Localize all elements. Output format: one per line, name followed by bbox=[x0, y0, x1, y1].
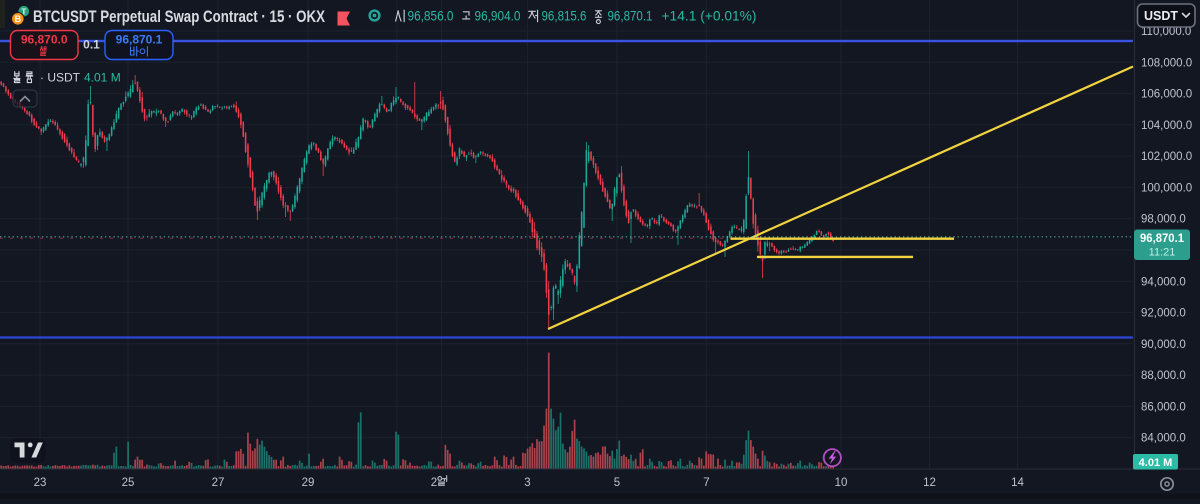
svg-text:23: 23 bbox=[34, 477, 47, 489]
svg-text:100,000.0: 100,000.0 bbox=[1141, 182, 1192, 194]
svg-text:25: 25 bbox=[122, 477, 135, 489]
svg-text:0.1: 0.1 bbox=[83, 38, 100, 52]
svg-text:96,815.6: 96,815.6 bbox=[542, 9, 587, 24]
svg-text:5: 5 bbox=[614, 477, 620, 489]
svg-text:USDT: USDT bbox=[1144, 9, 1178, 23]
svg-text:7: 7 bbox=[703, 477, 709, 489]
svg-text:96,870.0: 96,870.0 bbox=[21, 33, 68, 47]
svg-text:86,000.0: 86,000.0 bbox=[1141, 401, 1186, 413]
svg-text:· USDT: · USDT bbox=[40, 71, 81, 85]
svg-text:4.01 M: 4.01 M bbox=[1139, 457, 1173, 469]
svg-text:BTCUSDT Perpetual Swap Contrac: BTCUSDT Perpetual Swap Contract · 15 · O… bbox=[33, 8, 325, 26]
svg-text:110,000.0: 110,000.0 bbox=[1141, 26, 1191, 38]
svg-text:94,000.0: 94,000.0 bbox=[1141, 276, 1186, 288]
svg-text:96,904.0: 96,904.0 bbox=[475, 9, 521, 24]
svg-text:4.01 M: 4.01 M bbox=[84, 71, 121, 85]
svg-text:B: B bbox=[15, 14, 22, 24]
svg-text:90,000.0: 90,000.0 bbox=[1141, 339, 1186, 351]
svg-text:84,000.0: 84,000.0 bbox=[1141, 433, 1186, 445]
svg-text:96,870.1: 96,870.1 bbox=[608, 9, 653, 24]
svg-text:29: 29 bbox=[302, 477, 315, 489]
svg-text:27: 27 bbox=[212, 477, 225, 489]
svg-text:12: 12 bbox=[923, 477, 936, 489]
svg-text:96,870.1: 96,870.1 bbox=[116, 33, 163, 47]
svg-text:14: 14 bbox=[1011, 477, 1024, 489]
svg-text:108,000.0: 108,000.0 bbox=[1141, 57, 1192, 69]
svg-text:96,870.1: 96,870.1 bbox=[1140, 231, 1184, 245]
svg-text:88,000.0: 88,000.0 bbox=[1141, 370, 1186, 382]
svg-text:10: 10 bbox=[835, 477, 848, 489]
svg-text:92,000.0: 92,000.0 bbox=[1141, 308, 1186, 320]
svg-text:2: 2 bbox=[431, 477, 437, 489]
svg-text:+14.1 (+0.01%): +14.1 (+0.01%) bbox=[662, 9, 757, 24]
svg-text:3: 3 bbox=[524, 477, 530, 489]
svg-text:102,000.0: 102,000.0 bbox=[1141, 151, 1192, 163]
svg-text:T: T bbox=[21, 6, 27, 16]
svg-text:106,000.0: 106,000.0 bbox=[1141, 89, 1192, 101]
svg-text:11:21: 11:21 bbox=[1149, 247, 1176, 259]
svg-text:98,000.0: 98,000.0 bbox=[1141, 214, 1186, 226]
svg-text:96,856.0: 96,856.0 bbox=[408, 9, 454, 24]
svg-text:104,000.0: 104,000.0 bbox=[1141, 120, 1192, 132]
